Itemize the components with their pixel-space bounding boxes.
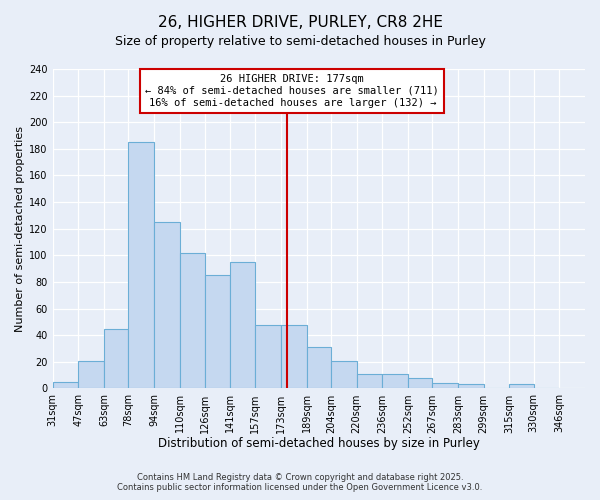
Text: 26, HIGHER DRIVE, PURLEY, CR8 2HE: 26, HIGHER DRIVE, PURLEY, CR8 2HE xyxy=(157,15,443,30)
X-axis label: Distribution of semi-detached houses by size in Purley: Distribution of semi-detached houses by … xyxy=(158,437,480,450)
Bar xyxy=(205,276,230,388)
Bar xyxy=(79,360,104,388)
Bar xyxy=(356,374,382,388)
Text: Size of property relative to semi-detached houses in Purley: Size of property relative to semi-detach… xyxy=(115,35,485,48)
Bar xyxy=(331,360,356,388)
Text: 26 HIGHER DRIVE: 177sqm
← 84% of semi-detached houses are smaller (711)
16% of s: 26 HIGHER DRIVE: 177sqm ← 84% of semi-de… xyxy=(145,74,439,108)
Bar xyxy=(432,383,458,388)
Bar xyxy=(53,382,79,388)
Bar xyxy=(128,142,154,388)
Bar xyxy=(104,328,128,388)
Bar xyxy=(408,378,432,388)
Bar xyxy=(382,374,408,388)
Bar xyxy=(154,222,180,388)
Bar xyxy=(458,384,484,388)
Bar xyxy=(307,347,331,389)
Text: Contains HM Land Registry data © Crown copyright and database right 2025.
Contai: Contains HM Land Registry data © Crown c… xyxy=(118,473,482,492)
Bar xyxy=(255,324,281,388)
Bar xyxy=(230,262,255,388)
Bar xyxy=(509,384,533,388)
Bar xyxy=(281,324,307,388)
Y-axis label: Number of semi-detached properties: Number of semi-detached properties xyxy=(15,126,25,332)
Bar xyxy=(180,252,205,388)
